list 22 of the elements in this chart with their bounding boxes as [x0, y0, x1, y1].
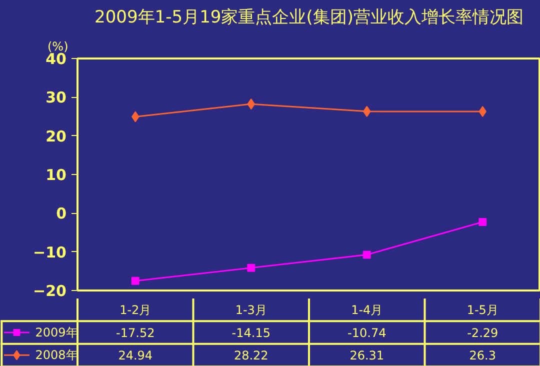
y-tick-label: −20 [33, 282, 67, 300]
x-tick-label: 1-5月 [466, 302, 498, 317]
legend-label: 2008年 [35, 348, 78, 362]
y-tick-label: 0 [56, 204, 66, 223]
data-label: -10.74 [348, 326, 386, 340]
y-tick-label: 10 [46, 166, 66, 184]
data-label: -14.15 [232, 326, 270, 340]
y-tick-label: −10 [33, 243, 67, 262]
data-label: 26.3 [469, 348, 496, 363]
chart-title: 2009年1-5月19家重点企业(集团)营业收入增长率情况图 [94, 8, 524, 28]
data-label: -2.29 [467, 326, 498, 340]
y-axis-title: (%) [48, 40, 68, 54]
x-tick-label: 1-4月 [351, 302, 383, 317]
y-tick-label: 30 [46, 88, 66, 107]
x-tick-label: 1-2月 [120, 302, 152, 317]
x-tick-label: 1-3月 [235, 302, 267, 317]
data-label: 28.22 [234, 348, 268, 363]
data-label: 24.94 [118, 348, 153, 363]
legend-label: 2009年 [35, 326, 78, 340]
data-label: 26.31 [350, 348, 384, 363]
y-tick-label: 20 [46, 127, 66, 146]
data-label: -17.52 [116, 326, 155, 340]
